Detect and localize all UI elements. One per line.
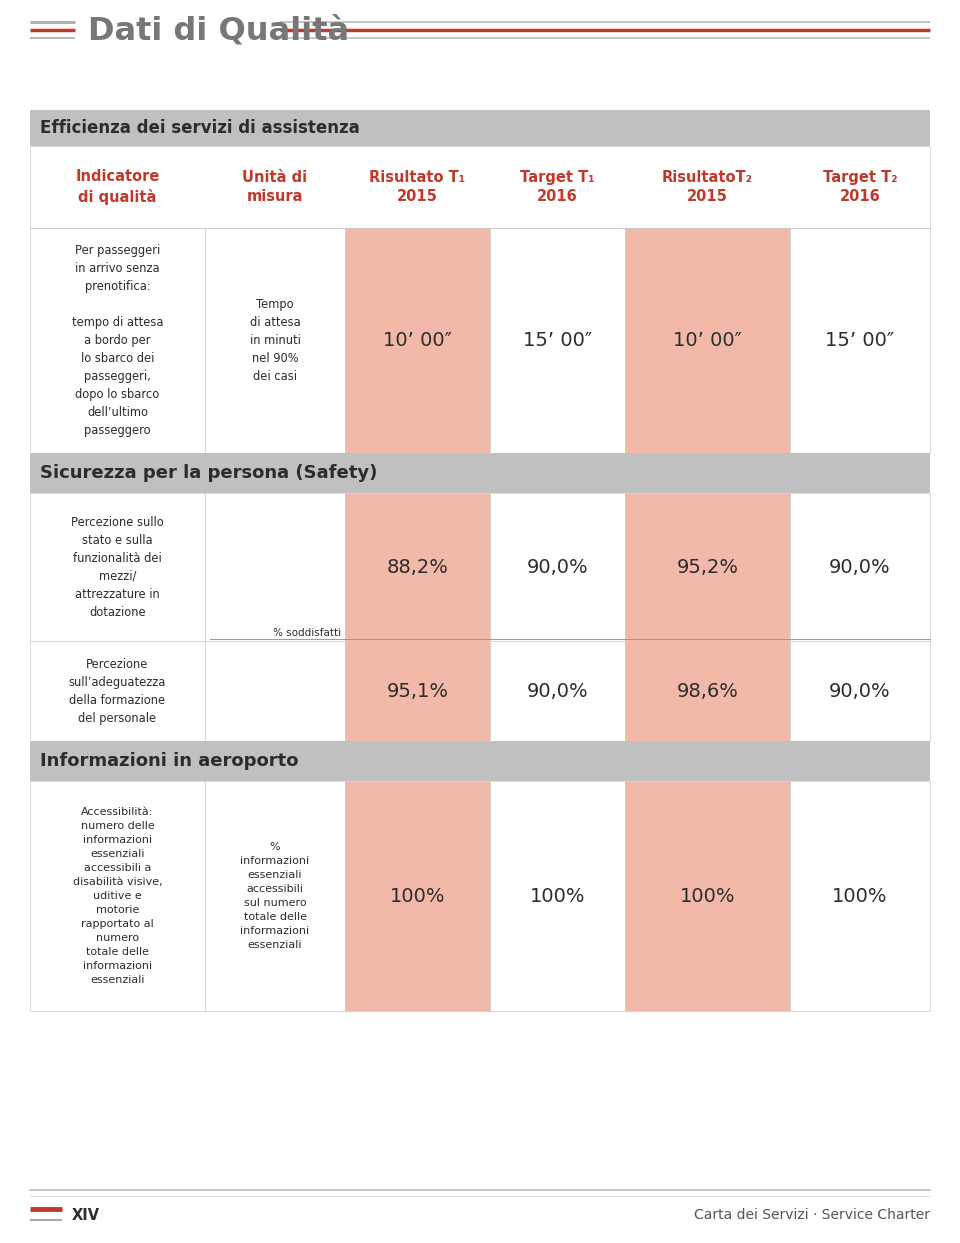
Bar bbox=[345, 641, 490, 741]
Bar bbox=[30, 452, 930, 493]
Text: 100%: 100% bbox=[832, 886, 888, 905]
Text: 10’ 00″: 10’ 00″ bbox=[673, 331, 742, 351]
Text: 90,0%: 90,0% bbox=[527, 681, 588, 701]
Text: Tempo
di attesa
in minuti
nel 90%
dei casi: Tempo di attesa in minuti nel 90% dei ca… bbox=[250, 298, 300, 383]
Bar bbox=[345, 781, 490, 1011]
Bar bbox=[625, 781, 790, 1011]
Bar bbox=[625, 641, 790, 741]
Bar bbox=[790, 493, 930, 641]
Text: 100%: 100% bbox=[680, 886, 735, 905]
Text: %
informazioni
essenziali
accessibili
sul numero
totale delle
informazioni
essen: % informazioni essenziali accessibili su… bbox=[240, 842, 309, 950]
Bar bbox=[490, 227, 625, 452]
Text: 100%: 100% bbox=[390, 886, 445, 905]
Text: RisultatoT₂
2015: RisultatoT₂ 2015 bbox=[662, 169, 753, 204]
Text: Percezione
sull’adeguatezza
della formazione
del personale: Percezione sull’adeguatezza della formaz… bbox=[69, 658, 166, 725]
Bar bbox=[490, 493, 625, 641]
Text: Accessibilità:
numero delle
informazioni
essenziali
accessibili a
disabilità vis: Accessibilità: numero delle informazioni… bbox=[73, 807, 162, 984]
Text: Target T₂
2016: Target T₂ 2016 bbox=[823, 169, 898, 204]
Bar bbox=[625, 227, 790, 452]
Text: 10’ 00″: 10’ 00″ bbox=[383, 331, 452, 351]
Bar bbox=[490, 641, 625, 741]
Text: 100%: 100% bbox=[530, 886, 586, 905]
Bar bbox=[790, 227, 930, 452]
Bar bbox=[490, 781, 625, 1011]
Text: Target T₁
2016: Target T₁ 2016 bbox=[520, 169, 595, 204]
Bar bbox=[30, 227, 205, 452]
Text: Per passeggeri
in arrivo senza
prenotifica:

tempo di attesa
a bordo per
lo sbar: Per passeggeri in arrivo senza prenotifi… bbox=[72, 244, 163, 438]
Bar bbox=[30, 641, 205, 741]
Text: Sicurezza per la persona (Safety): Sicurezza per la persona (Safety) bbox=[40, 464, 377, 482]
Text: 90,0%: 90,0% bbox=[527, 558, 588, 577]
Bar bbox=[345, 227, 490, 452]
Text: Percezione sullo
stato e sulla
funzionalità dei
mezzi/
attrezzature in
dotazione: Percezione sullo stato e sulla funzional… bbox=[71, 516, 164, 619]
Text: Indicatore
di qualità: Indicatore di qualità bbox=[75, 169, 159, 205]
Text: Risultato T₁
2015: Risultato T₁ 2015 bbox=[370, 169, 466, 204]
Bar bbox=[30, 109, 930, 145]
Text: 95,2%: 95,2% bbox=[677, 558, 738, 577]
Text: 88,2%: 88,2% bbox=[387, 558, 448, 577]
Text: 15’ 00″: 15’ 00″ bbox=[523, 331, 592, 351]
Bar bbox=[205, 641, 345, 741]
Bar bbox=[790, 781, 930, 1011]
Bar bbox=[205, 227, 345, 452]
Bar bbox=[205, 493, 345, 641]
Text: Carta dei Servizi · Service Charter: Carta dei Servizi · Service Charter bbox=[694, 1208, 930, 1222]
Bar bbox=[30, 781, 205, 1011]
Text: Unità di
misura: Unità di misura bbox=[243, 169, 307, 204]
Bar bbox=[345, 493, 490, 641]
Bar bbox=[30, 493, 205, 641]
Text: Dati di Qualità: Dati di Qualità bbox=[88, 15, 349, 46]
Text: Efficienza dei servizi di assistenza: Efficienza dei servizi di assistenza bbox=[40, 119, 360, 137]
Text: % soddisfatti: % soddisfatti bbox=[273, 628, 341, 638]
Bar bbox=[30, 145, 930, 227]
Bar bbox=[205, 781, 345, 1011]
Bar bbox=[30, 741, 930, 781]
Text: 95,1%: 95,1% bbox=[387, 681, 448, 701]
Bar bbox=[790, 641, 930, 741]
Text: 90,0%: 90,0% bbox=[829, 558, 891, 577]
Text: Informazioni in aeroporto: Informazioni in aeroporto bbox=[40, 752, 299, 769]
Text: 98,6%: 98,6% bbox=[677, 681, 738, 701]
Text: 15’ 00″: 15’ 00″ bbox=[826, 331, 895, 351]
Text: 90,0%: 90,0% bbox=[829, 681, 891, 701]
Text: XIV: XIV bbox=[72, 1207, 100, 1223]
Bar bbox=[625, 493, 790, 641]
